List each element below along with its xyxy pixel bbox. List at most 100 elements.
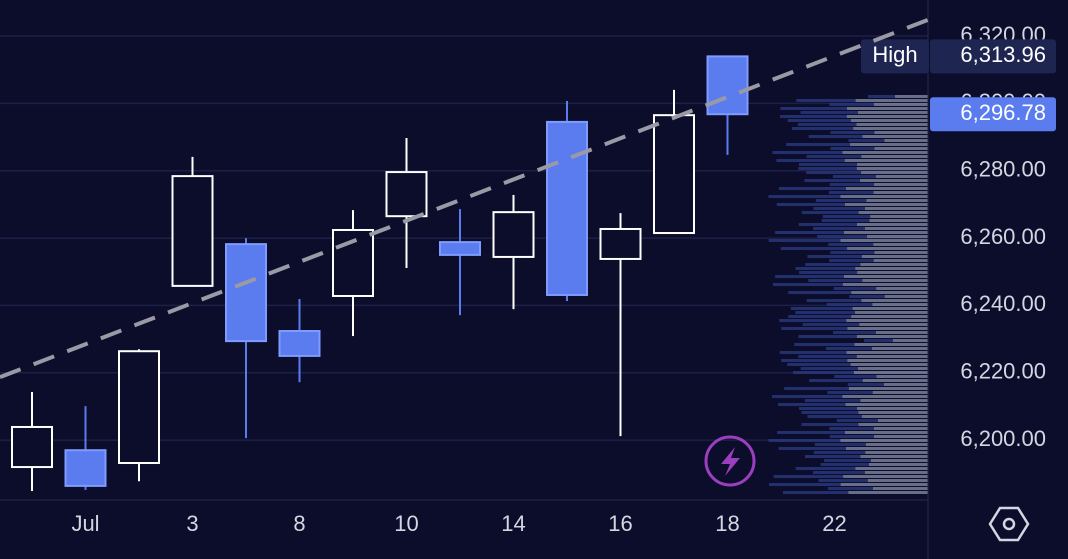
volume-bar [834, 375, 877, 378]
x-tick-label: 10 [394, 511, 418, 536]
volume-bar [829, 435, 874, 438]
volume-bar [806, 171, 862, 174]
volume-bar [873, 191, 928, 194]
high-label: High [872, 42, 917, 67]
volume-bar [845, 403, 928, 406]
volume-bar [850, 363, 928, 366]
volume-bar [847, 359, 928, 362]
candle-body [546, 120, 588, 296]
volume-bar [769, 483, 841, 486]
volume-bar [842, 151, 928, 154]
volume-bar [843, 275, 928, 278]
volume-bar [847, 383, 884, 386]
volume-bar [830, 147, 875, 150]
volume-bar [842, 395, 928, 398]
volume-bar [843, 475, 928, 478]
lightning-icon[interactable] [704, 435, 756, 487]
volume-bar [806, 299, 862, 302]
volume-bar [827, 487, 873, 490]
volume-bar [873, 427, 928, 430]
y-tick-label: 6,200.00 [960, 426, 1046, 451]
candles [11, 55, 749, 491]
volume-bar [796, 99, 856, 102]
volume-bar [798, 223, 857, 226]
volume-bar [853, 371, 928, 374]
volume-bar [860, 399, 928, 402]
volume-bar [853, 127, 928, 130]
volume-bar [872, 487, 928, 490]
volume-bar [858, 423, 928, 426]
volume-bar [790, 307, 853, 310]
volume-bar [773, 283, 843, 286]
volume-bar [856, 123, 928, 126]
volume-bar [842, 283, 928, 286]
volume-bar [864, 207, 928, 210]
volume-bar [866, 235, 928, 238]
volume-bar [826, 303, 873, 306]
volume-bar [846, 115, 928, 118]
volume-bar [804, 179, 861, 182]
volume-bar [857, 271, 928, 274]
volume-bar [821, 219, 870, 222]
volume-bar [884, 139, 928, 142]
candle-body [278, 330, 321, 357]
volume-bar [874, 147, 928, 150]
candle-body [385, 171, 428, 218]
candle-body [64, 449, 107, 487]
candle-body [225, 243, 267, 343]
volume-bar [824, 459, 871, 462]
volume-bar [813, 471, 865, 474]
volume-bar [784, 387, 849, 390]
y-tick-label: 6,260.00 [960, 224, 1046, 249]
volume-bar [854, 343, 928, 346]
volume-bar [798, 163, 858, 166]
volume-bar [870, 459, 928, 462]
volume-bar [868, 95, 895, 98]
volume-bar [781, 327, 848, 330]
volume-bar [777, 403, 846, 406]
volume-bar [868, 463, 928, 466]
volume-bar [843, 231, 928, 234]
volume-bar [840, 483, 928, 486]
y-tick-label: 6,240.00 [960, 291, 1046, 316]
volume-bar [775, 231, 844, 234]
volume-bar [776, 159, 845, 162]
volume-bar [833, 331, 876, 334]
volume-bar [779, 351, 847, 354]
volume-bar [860, 455, 928, 458]
volume-bar [782, 491, 849, 494]
volume-bar [780, 115, 847, 118]
volume-bar [799, 271, 858, 274]
volume-bar [781, 359, 848, 362]
volume-bar [862, 135, 928, 138]
volume-bar [856, 355, 928, 358]
volume-bar [787, 363, 851, 366]
volume-bar [858, 411, 928, 414]
volume-bar [872, 303, 928, 306]
volume-bar [791, 127, 854, 130]
volume-bar [851, 291, 928, 294]
volume-bar [859, 323, 928, 326]
volume-bar [856, 223, 928, 226]
x-tick-label: 14 [501, 511, 525, 536]
high-value: 6,313.96 [960, 42, 1046, 67]
volume-bar [773, 475, 844, 478]
y-tick-label: 6,280.00 [960, 157, 1046, 182]
volume-bar [793, 371, 854, 374]
volume-bar [844, 203, 928, 206]
volume-bar [776, 203, 845, 206]
volume-bar [794, 343, 855, 346]
volume-bar [779, 319, 847, 322]
volume-bar [817, 235, 867, 238]
settings-icon[interactable] [988, 506, 1030, 542]
volume-bar [780, 247, 848, 250]
volume-bar [802, 323, 860, 326]
volume-bar [860, 263, 928, 266]
volume-bar [778, 447, 846, 450]
volume-bar [852, 307, 928, 310]
x-tick-label: 3 [186, 511, 198, 536]
volume-bar [862, 379, 928, 382]
x-tick-label: 8 [293, 511, 305, 536]
volume-bar [873, 435, 928, 438]
